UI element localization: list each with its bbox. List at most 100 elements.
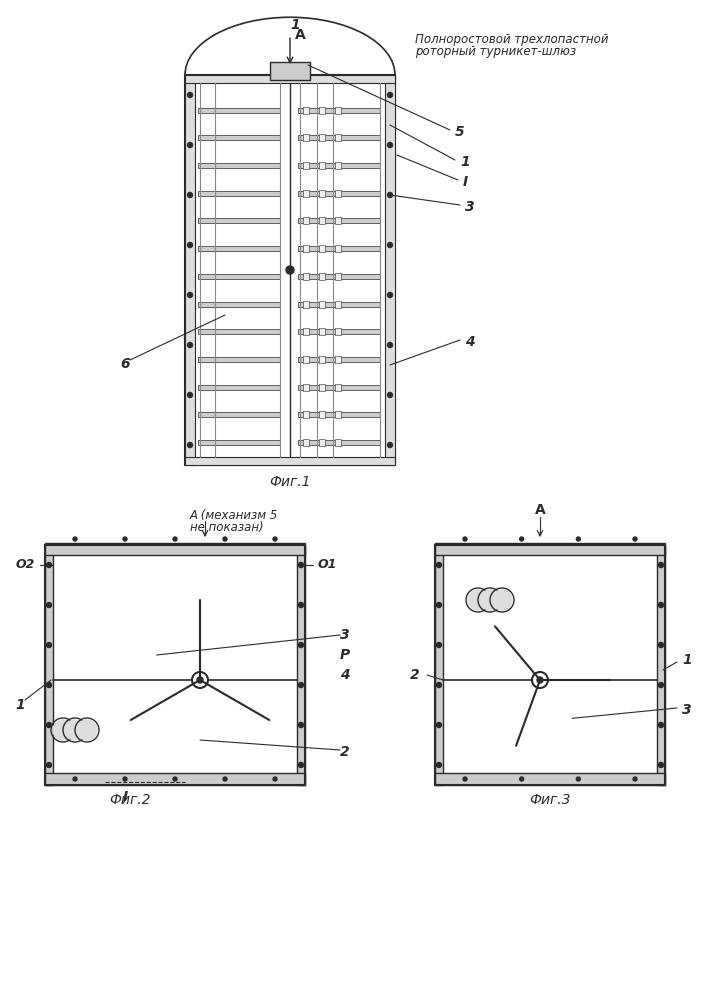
Circle shape (436, 562, 441, 568)
Bar (298, 274, 380, 279)
Text: 3: 3 (340, 628, 350, 642)
Circle shape (387, 392, 392, 397)
Circle shape (658, 643, 663, 648)
Text: 3: 3 (682, 703, 692, 717)
Circle shape (47, 562, 52, 568)
Circle shape (436, 643, 441, 648)
Bar (335, 162, 341, 169)
Circle shape (463, 537, 467, 541)
Bar (298, 412, 380, 417)
Circle shape (576, 777, 580, 781)
Circle shape (73, 777, 77, 781)
Circle shape (53, 720, 73, 740)
Circle shape (273, 537, 277, 541)
Circle shape (77, 720, 97, 740)
Circle shape (436, 762, 441, 768)
Circle shape (298, 762, 303, 768)
Text: 3: 3 (465, 200, 474, 214)
Bar (298, 329, 380, 334)
Text: Фиг.2: Фиг.2 (110, 793, 151, 807)
Bar (298, 302, 380, 307)
Circle shape (520, 537, 524, 541)
Circle shape (187, 192, 192, 198)
Circle shape (123, 537, 127, 541)
Bar (185, 457, 395, 465)
Bar (185, 75, 395, 83)
Text: I: I (463, 175, 468, 189)
Circle shape (633, 777, 637, 781)
Bar (657, 545, 665, 785)
Text: 4: 4 (465, 335, 474, 349)
Bar (45, 545, 53, 785)
Bar (435, 545, 443, 785)
Bar (45, 545, 305, 785)
Bar (303, 273, 309, 280)
Text: Полноростовой трехлопастной: Полноростовой трехлопастной (415, 33, 609, 46)
Circle shape (658, 722, 663, 728)
Bar (319, 245, 325, 252)
Circle shape (187, 292, 192, 298)
Bar (198, 329, 280, 334)
Text: 5: 5 (455, 125, 464, 139)
Circle shape (463, 777, 467, 781)
Circle shape (65, 720, 85, 740)
Bar (303, 162, 309, 169)
Bar (319, 273, 325, 280)
Bar (298, 246, 380, 251)
Bar (319, 190, 325, 197)
Bar (319, 356, 325, 363)
Bar (198, 163, 280, 168)
Text: 1: 1 (682, 653, 692, 667)
Text: 1: 1 (290, 18, 300, 32)
Text: O1: O1 (317, 558, 337, 572)
Text: Фиг.1: Фиг.1 (269, 475, 311, 489)
Circle shape (187, 442, 192, 448)
Bar (185, 75, 395, 465)
Bar (198, 385, 280, 390)
Bar (45, 773, 305, 785)
Circle shape (187, 93, 192, 98)
Text: 2: 2 (410, 668, 420, 682)
Circle shape (387, 342, 392, 348)
Circle shape (187, 142, 192, 147)
Bar (303, 356, 309, 363)
Circle shape (387, 242, 392, 247)
Bar (198, 191, 280, 196)
Circle shape (387, 142, 392, 147)
Bar (198, 135, 280, 140)
Bar (303, 328, 309, 335)
Bar (298, 357, 380, 362)
Circle shape (298, 602, 303, 607)
Text: I: I (122, 790, 127, 804)
Bar (198, 218, 280, 223)
Bar (303, 384, 309, 391)
Bar (335, 273, 341, 280)
Bar (385, 75, 395, 465)
Circle shape (123, 777, 127, 781)
Bar (335, 190, 341, 197)
Bar (435, 773, 665, 785)
Text: роторный турникет-шлюз: роторный турникет-шлюз (415, 45, 576, 58)
Bar (303, 245, 309, 252)
Circle shape (286, 266, 294, 274)
Circle shape (223, 777, 227, 781)
Bar (297, 545, 305, 785)
Circle shape (436, 722, 441, 728)
Bar (335, 107, 341, 114)
Circle shape (187, 342, 192, 348)
Bar (335, 328, 341, 335)
Circle shape (480, 590, 500, 610)
Bar (198, 412, 280, 417)
Circle shape (658, 602, 663, 607)
Circle shape (387, 192, 392, 198)
Bar (303, 190, 309, 197)
Text: A: A (534, 503, 545, 517)
Bar (303, 107, 309, 114)
Bar (298, 163, 380, 168)
Bar (303, 134, 309, 141)
Circle shape (298, 643, 303, 648)
Circle shape (298, 682, 303, 688)
Circle shape (47, 722, 52, 728)
Bar (270, 62, 310, 80)
Text: A: A (295, 28, 305, 42)
